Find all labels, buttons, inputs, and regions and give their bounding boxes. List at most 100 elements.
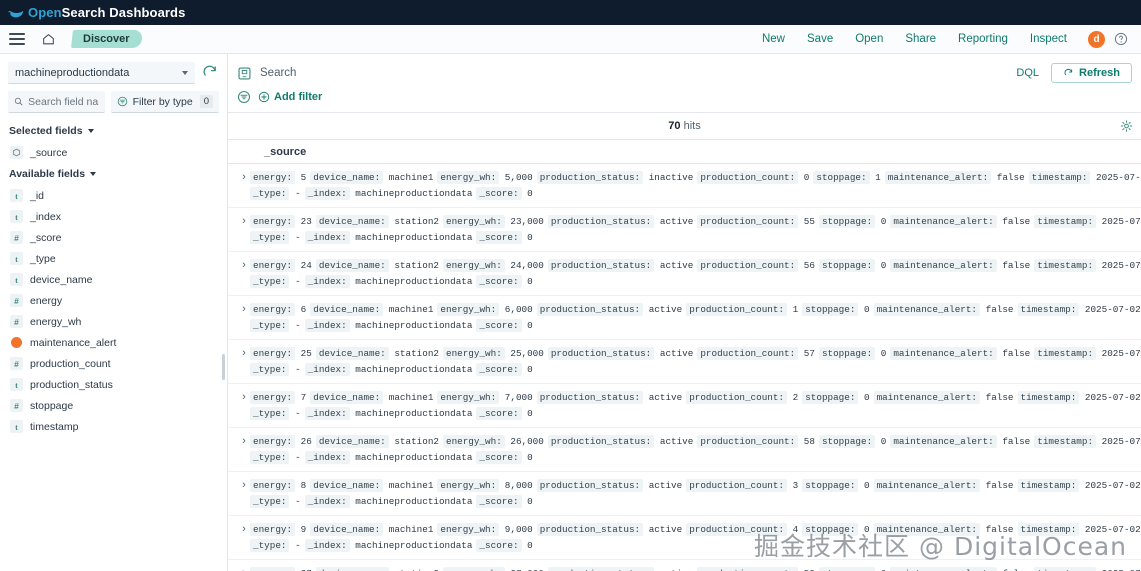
table-row[interactable]: › energy: 5 device_name: machine1 energy_wh…	[228, 164, 1141, 208]
query-language-label[interactable]: DQL	[1016, 67, 1040, 79]
field-key-type: _type:	[250, 450, 290, 464]
chevron-right-icon[interactable]: ›	[242, 435, 246, 447]
gear-icon[interactable]	[1120, 120, 1133, 133]
refresh-button[interactable]: Refresh	[1051, 63, 1132, 83]
field-key-score: _score:	[476, 406, 522, 420]
available-fields-label: Available fields	[9, 168, 86, 180]
table-row[interactable]: › energy: 7 device_name: machine1 energy_wh…	[228, 384, 1141, 428]
source-cell: energy: 6 device_name: machine1 energy_wh:…	[250, 302, 1141, 333]
string-type-icon: t	[10, 273, 23, 286]
field-value-timestamp: 2025-07-02 18:32:47	[1101, 348, 1141, 359]
field-key-timestamp: timestamp:	[1034, 347, 1097, 360]
nav-link-inspect[interactable]: Inspect	[1029, 33, 1067, 45]
field-key-stoppage: stoppage:	[813, 171, 870, 184]
field-key-type: _type:	[250, 318, 290, 332]
nav-link-share[interactable]: Share	[905, 33, 937, 45]
table-row[interactable]: › energy: 24 device_name: station2 energy_w…	[228, 252, 1141, 296]
field-key-timestamp: timestamp:	[1017, 391, 1080, 404]
field-item-production_count[interactable]: # production_count	[0, 353, 227, 374]
field-key-energy_wh: energy_wh:	[442, 215, 505, 228]
field-key-stoppage: stoppage:	[802, 479, 859, 492]
boolean-dot	[11, 337, 22, 348]
field-key-energy_wh: energy_wh:	[437, 523, 500, 536]
chevron-right-icon[interactable]: ›	[242, 303, 246, 315]
table-row[interactable]: › energy: 25 device_name: station2 energy_w…	[228, 340, 1141, 384]
field-key-production_count: production_count:	[686, 303, 788, 316]
field-item-maintenance_alert[interactable]: maintenance_alert	[0, 332, 227, 353]
avatar[interactable]: d	[1088, 30, 1105, 48]
field-key-energy_wh: energy_wh:	[437, 479, 500, 492]
field-key-production_status: production_status:	[536, 171, 644, 184]
table-row[interactable]: › energy: 26 device_name: station2 energy_w…	[228, 428, 1141, 472]
field-key-device_name: device_name:	[315, 347, 389, 360]
hamburger-menu-icon[interactable]	[9, 33, 25, 45]
search-field-names-input[interactable]	[28, 95, 99, 108]
source-line-1: energy: 5 device_name: machine1 energy_wh:…	[250, 170, 1141, 186]
field-item-production_status[interactable]: t production_status	[0, 374, 227, 395]
field-key-device_name: device_name:	[315, 259, 389, 272]
table-row[interactable]: › energy: 6 device_name: machine1 energy_wh…	[228, 296, 1141, 340]
field-value-energy_wh: 5,000	[499, 172, 533, 183]
field-key-index: _index:	[304, 406, 350, 420]
field-item-stoppage[interactable]: # stoppage	[0, 395, 227, 416]
index-pattern-select[interactable]: machineproductiondata	[8, 62, 195, 84]
available-fields-header[interactable]: Available fields	[0, 163, 227, 185]
field-key-production_status: production_status:	[547, 567, 655, 571]
chevron-right-icon[interactable]: ›	[228, 566, 250, 571]
field-value-timestamp: 2025-07-02 18:32:47	[1084, 392, 1141, 403]
selected-fields-header[interactable]: Selected fields	[0, 120, 227, 142]
field-value-stoppage: 1	[869, 172, 881, 183]
app-header: OpenSearch Dashboards	[0, 0, 1141, 25]
field-key-device_name: device_name:	[315, 435, 389, 448]
filter-options-icon[interactable]	[237, 90, 251, 104]
field-value-stoppage: 0	[875, 216, 887, 227]
search-query-input[interactable]: Search	[260, 67, 297, 79]
field-item-energy[interactable]: # energy	[0, 290, 227, 311]
chevron-right-icon[interactable]: ›	[242, 259, 246, 271]
refresh-index-icon[interactable]	[201, 64, 219, 82]
chevron-right-icon[interactable]: ›	[242, 347, 246, 359]
chevron-right-icon[interactable]: ›	[242, 479, 246, 491]
field-item-timestamp[interactable]: t timestamp	[0, 416, 227, 437]
field-value-energy: 26	[295, 436, 312, 447]
filter-by-type-button[interactable]: Filter by type 0	[110, 91, 219, 113]
breadcrumb-label: Discover	[83, 33, 130, 45]
nav-link-reporting[interactable]: Reporting	[958, 33, 1008, 45]
table-row[interactable]: › energy: 9 device_name: machine1 energy_wh…	[228, 516, 1141, 560]
field-item-type[interactable]: t _type	[0, 248, 227, 269]
field-item-energy_wh[interactable]: # energy_wh	[0, 311, 227, 332]
source-line-1: energy: 24 device_name: station2 energy_wh…	[250, 258, 1141, 274]
nav-link-new[interactable]: New	[761, 33, 785, 45]
help-circle-icon[interactable]	[1114, 32, 1128, 46]
chevron-right-icon[interactable]: ›	[242, 171, 246, 183]
field-value-maintenance_alert: false	[996, 260, 1031, 271]
add-filter-button[interactable]: Add filter	[258, 91, 322, 103]
field-value-production_status: active	[654, 568, 693, 571]
nav-link-open[interactable]: Open	[855, 33, 884, 45]
field-value-production_status: active	[654, 260, 694, 271]
breadcrumb-discover[interactable]: Discover	[71, 30, 144, 48]
field-value-index: machineproductiondata	[349, 231, 473, 243]
table-row[interactable]: ›energy: 27device_name: station2energy_w…	[228, 560, 1141, 571]
table-row[interactable]: › energy: 8 device_name: machine1 energy_wh…	[228, 472, 1141, 516]
saved-query-icon[interactable]	[237, 66, 252, 81]
chevron-right-icon[interactable]: ›	[242, 215, 246, 227]
chevron-right-icon[interactable]: ›	[242, 391, 246, 403]
field-label: production_status	[30, 378, 113, 391]
field-item-index[interactable]: t _index	[0, 206, 227, 227]
sidebar-scrollbar[interactable]	[222, 354, 225, 380]
field-value-timestamp: 2025-07-02 18:33:07	[1084, 524, 1141, 535]
nav-link-save[interactable]: Save	[807, 33, 834, 45]
home-icon[interactable]	[41, 32, 56, 46]
field-value-timestamp: 2025-07-02 18:32:57	[1101, 436, 1141, 447]
field-value-stoppage: 0	[875, 348, 887, 359]
field-item-score[interactable]: # _score	[0, 227, 227, 248]
field-key-production_count: production_count:	[697, 567, 799, 571]
field-item-device_name[interactable]: t device_name	[0, 269, 227, 290]
field-key-score: _score:	[476, 494, 522, 508]
field-item-source[interactable]: _source	[0, 142, 227, 163]
chevron-right-icon[interactable]: ›	[242, 523, 246, 535]
table-row[interactable]: › energy: 23 device_name: station2 energy_w…	[228, 208, 1141, 252]
field-item-id[interactable]: t _id	[0, 185, 227, 206]
